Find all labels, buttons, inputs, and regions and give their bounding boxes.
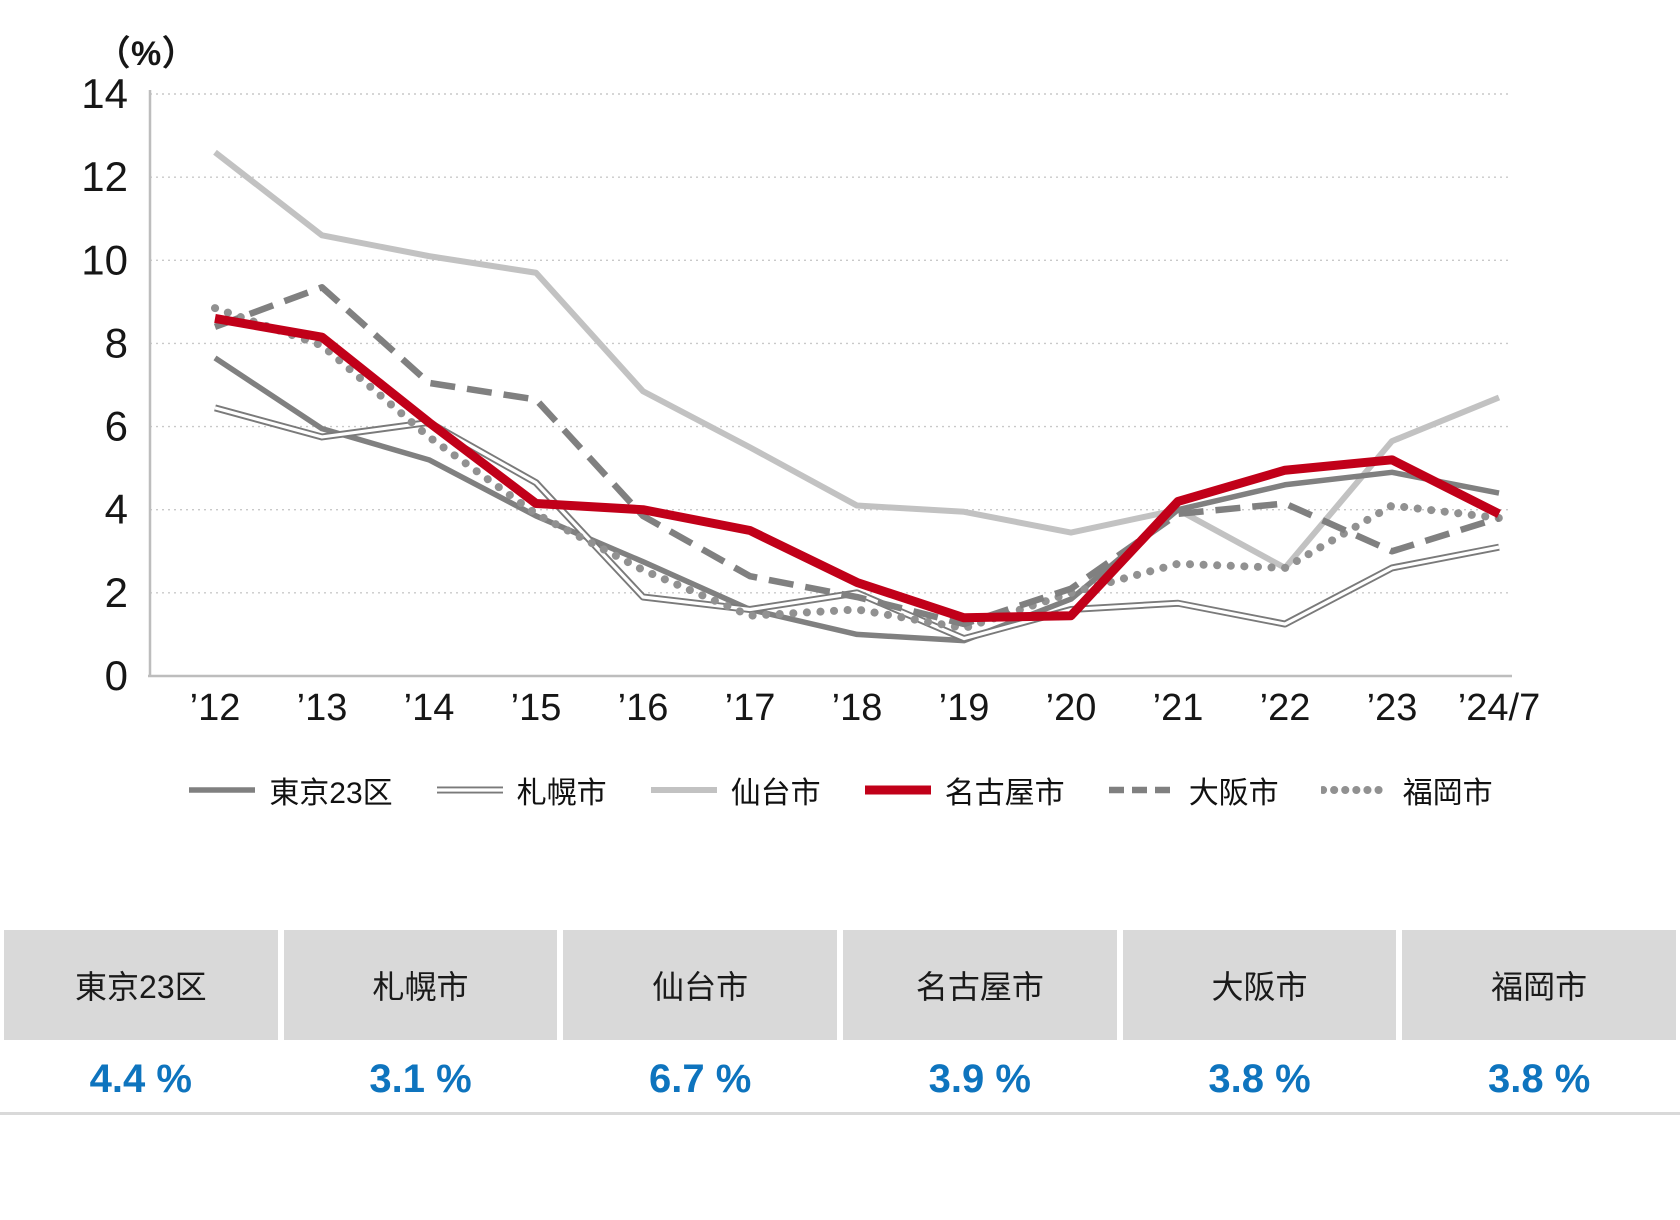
legend-line-sample-sendai bbox=[650, 787, 717, 793]
x-tick-label-1: ’13 bbox=[297, 687, 348, 729]
x-tick-label-5: ’17 bbox=[725, 687, 776, 729]
x-tick-label-8: ’20 bbox=[1046, 687, 1097, 729]
legend-line-sample-sapporo bbox=[436, 786, 503, 794]
legend-label-osaka: 大阪市 bbox=[1188, 777, 1279, 810]
legend-label-sendai: 仙台市 bbox=[730, 777, 821, 810]
x-tick-label-7: ’19 bbox=[939, 687, 990, 729]
legend-label-tokyo23: 東京23区 bbox=[269, 777, 393, 810]
y-tick-label-4: 4 bbox=[105, 486, 128, 533]
legend-item-sendai: 仙台市 bbox=[649, 768, 821, 812]
table-header-2: 仙台市 bbox=[563, 930, 837, 1040]
legend-item-osaka: 大阪市 bbox=[1107, 768, 1279, 812]
series-line-tokyo23 bbox=[213, 355, 1500, 644]
x-tick-label-2: ’14 bbox=[404, 687, 455, 729]
legend-label-sapporo: 札幌市 bbox=[516, 777, 607, 810]
legend-label-nagoya: 名古屋市 bbox=[944, 777, 1065, 810]
x-tick-label-9: ’21 bbox=[1153, 687, 1204, 729]
y-tick-label-0: 0 bbox=[105, 652, 128, 699]
y-tick-label-12: 12 bbox=[81, 153, 128, 200]
line-chart: 0 2 4 6 8 10 12 14 ’12 ’13 ’14 ’15 ’16 ’17 ’18 ’19 ’20 ’2… bbox=[81, 70, 1540, 729]
table-header-5: 福岡市 bbox=[1402, 930, 1676, 1040]
table-value-2: 6.7 % bbox=[563, 1046, 837, 1112]
legend-line-sample-tokyo23 bbox=[189, 787, 256, 793]
table-value-0: 4.4 % bbox=[4, 1046, 278, 1112]
legend-line-sample-fukuoka bbox=[1320, 786, 1391, 794]
x-tick-label-11: ’23 bbox=[1367, 687, 1418, 729]
y-tick-label-8: 8 bbox=[105, 319, 128, 366]
x-tick-label-12: ’24/7 bbox=[1458, 687, 1540, 729]
x-tick-label-3: ’15 bbox=[511, 687, 562, 729]
table-bottom-rule bbox=[0, 1112, 1680, 1115]
y-axis-unit-label: （%） bbox=[96, 35, 198, 73]
chart-legend: 東京23区 札幌市 仙台市 名古屋市 大阪市 福岡市 bbox=[0, 766, 1680, 814]
legend-item-nagoya: 名古屋市 bbox=[863, 768, 1065, 812]
series-line-sapporo bbox=[214, 404, 1500, 643]
table-header-1: 札幌市 bbox=[283, 930, 558, 1040]
table-value-3: 3.9 % bbox=[842, 1046, 1117, 1112]
table-header-4: 大阪市 bbox=[1122, 930, 1397, 1040]
legend-item-tokyo23: 東京23区 bbox=[187, 768, 393, 812]
table-value-5: 3.8 % bbox=[1402, 1046, 1676, 1112]
series-line-sapporo-inner bbox=[214, 406, 1500, 641]
legend-label-fukuoka: 福岡市 bbox=[1402, 777, 1493, 810]
y-tick-label-6: 6 bbox=[105, 403, 128, 450]
x-tick-label-4: ’16 bbox=[618, 687, 669, 729]
series-line-fukuoka bbox=[211, 304, 1503, 633]
table-value-1: 3.1 % bbox=[283, 1046, 558, 1112]
y-tick-label-2: 2 bbox=[105, 569, 128, 616]
series-line-nagoya bbox=[214, 314, 1502, 623]
table-header-3: 名古屋市 bbox=[842, 930, 1117, 1040]
series-line-osaka bbox=[213, 284, 1500, 628]
legend-line-sample-nagoya bbox=[864, 785, 931, 795]
y-tick-label-14: 14 bbox=[81, 70, 128, 117]
table-value-4: 3.8 % bbox=[1122, 1046, 1397, 1112]
current-values-table: 東京23区 札幌市 仙台市 名古屋市 大阪市 福岡市 4.4 % 3.1 % 6.7 % 3.9 … bbox=[4, 930, 1676, 1112]
legend-item-fukuoka: 福岡市 bbox=[1320, 768, 1493, 812]
legend-item-sapporo: 札幌市 bbox=[435, 768, 607, 812]
legend-line-sample-osaka bbox=[1108, 786, 1175, 794]
x-tick-label-0: ’12 bbox=[190, 687, 241, 729]
table-header-0: 東京23区 bbox=[4, 930, 278, 1040]
y-tick-label-10: 10 bbox=[81, 236, 128, 283]
x-tick-label-6: ’18 bbox=[832, 687, 883, 729]
x-tick-label-10: ’22 bbox=[1260, 687, 1311, 729]
